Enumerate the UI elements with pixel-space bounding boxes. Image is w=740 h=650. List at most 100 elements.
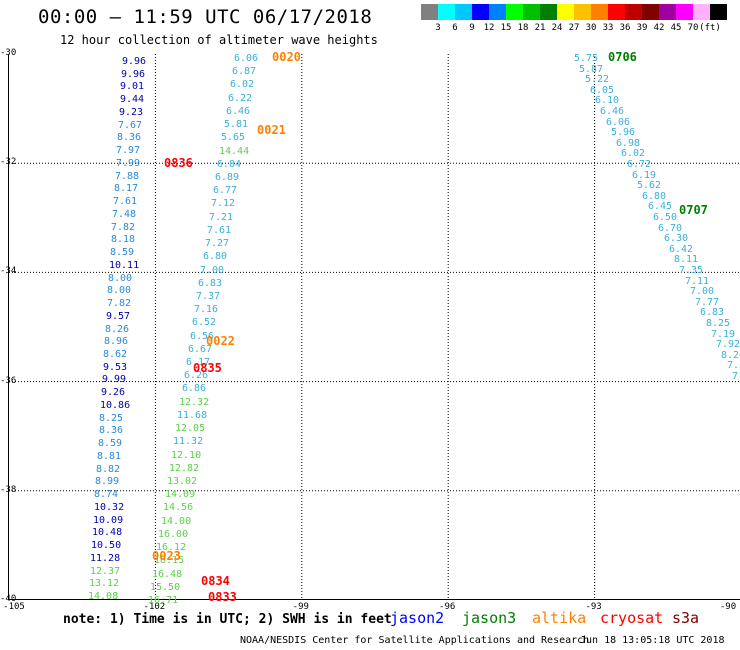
wave-height-value: 16.71 (148, 595, 179, 606)
color-scale-swatch (710, 4, 727, 20)
pass-time-label: 0833 (208, 590, 237, 604)
wave-height-value: 7.3 (732, 371, 740, 382)
wave-height-value: 6.83 (700, 307, 725, 318)
wave-height-value: 6.06 (606, 117, 631, 128)
wave-height-value: 9.57 (106, 311, 131, 322)
wave-height-value: 8.59 (110, 247, 135, 258)
wave-height-value: 14.56 (163, 502, 194, 513)
wave-height-value: 8.62 (103, 349, 128, 360)
color-scale-label: 33 (602, 23, 614, 33)
wave-height-value: 7.21 (209, 212, 234, 223)
wave-height-value: 9.26 (101, 387, 126, 398)
wave-height-value: 8.00 (107, 285, 132, 296)
wave-height-value: 7.11 (685, 276, 710, 287)
wave-height-value: 12.37 (90, 566, 121, 577)
color-scale-swatch (642, 4, 659, 20)
color-scale-swatch (523, 4, 540, 20)
color-scale-swatch (438, 4, 455, 20)
wave-height-value: 14.44 (219, 146, 250, 157)
wave-height-value: 9.44 (120, 94, 145, 105)
wave-height-value: 6.70 (658, 223, 683, 234)
wave-height-value: 7.19 (711, 329, 736, 340)
wave-height-value: 6.17 (186, 357, 211, 368)
wave-height-value: 7.00 (690, 286, 715, 297)
wave-height-value: 7.61 (113, 196, 138, 207)
wave-height-value: 5.65 (221, 132, 246, 143)
wave-height-value: 6.19 (632, 170, 657, 181)
color-scale-label: 70 (687, 23, 699, 33)
color-scale-swatch (625, 4, 642, 20)
wave-height-value: 6.72 (627, 159, 652, 170)
wave-height-value: 9.96 (121, 69, 146, 80)
wave-height-value: 10.86 (100, 400, 131, 411)
wave-height-value: 7.35 (679, 265, 704, 276)
grid-lines (9, 54, 740, 599)
wave-height-value: 12.05 (175, 423, 206, 434)
wave-height-value: 6.77 (213, 185, 238, 196)
wave-height-value: 10.50 (91, 540, 122, 551)
wave-height-value: 7.99 (116, 158, 141, 169)
latitude-tick-label: -32 (0, 157, 17, 168)
wave-height-value: 11.28 (90, 553, 121, 564)
wave-height-value: 8.99 (95, 476, 120, 487)
wave-height-value: 8.25 (99, 413, 124, 424)
color-scale-label: 45 (670, 23, 682, 33)
map-subtitle: 12 hour collection of altimeter wave hei… (60, 33, 378, 47)
wave-height-value: 6.83 (198, 278, 223, 289)
wave-height-value: 8.36 (99, 425, 124, 436)
color-scale-label: 21 (534, 23, 546, 33)
color-scale-swatch (557, 4, 574, 20)
wave-height-value: 5.96 (611, 127, 636, 138)
wave-height-value: 10.48 (92, 527, 123, 538)
wave-height-value: 8.11 (674, 254, 699, 265)
wave-height-value: 6.56 (190, 331, 215, 342)
color-scale-swatch (472, 4, 489, 20)
pass-time-label: 0835 (193, 361, 222, 375)
latitude-tick-label: -34 (0, 266, 17, 277)
wave-height-value: 6.52 (192, 317, 217, 328)
generated-timestamp: Jun 18 13:05:18 UTC 2018 (580, 635, 725, 646)
color-scale-label: 6 (452, 23, 458, 33)
wave-height-value: 16.00 (158, 529, 189, 540)
wave-height-value: 6.22 (228, 93, 253, 104)
wave-height-value: 8.24 (721, 350, 740, 361)
map-plot-area (8, 54, 740, 600)
color-scale-swatch (591, 4, 608, 20)
wave-height-value: 9.96 (122, 56, 147, 67)
wave-height-value: 7.88 (115, 171, 140, 182)
legend-item-altika: altika (532, 609, 587, 627)
color-scale-label: 24 (551, 23, 563, 33)
wave-height-value: 6.06 (234, 53, 259, 64)
latitude-tick-label: -40 (0, 594, 17, 604)
wave-height-value: 8.17 (114, 183, 139, 194)
wave-height-value: 7.16 (194, 304, 219, 315)
wave-height-value: 11.32 (173, 436, 204, 447)
pass-time-label: 0022 (206, 334, 235, 348)
wave-height-value: 15.50 (150, 582, 181, 593)
wave-height-value: 6.30 (664, 233, 689, 244)
wave-height-value: 8.74 (94, 489, 119, 500)
wave-height-value: 14.00 (161, 516, 192, 527)
color-scale-swatch (455, 4, 472, 20)
wave-height-value: 7.5 (727, 360, 740, 371)
pass-time-label: 0707 (679, 203, 708, 217)
pass-time-label: 0706 (608, 50, 637, 64)
latitude-tick-label: -38 (0, 484, 17, 495)
color-scale-label: 9 (469, 23, 475, 33)
wave-height-value: 7.77 (695, 297, 720, 308)
wave-height-value: 8.59 (98, 438, 123, 449)
wave-height-value: 7.00 (200, 265, 225, 276)
wave-height-value: 12.82 (169, 463, 200, 474)
wave-height-value: 6.02 (230, 79, 255, 90)
wave-height-value: 7.82 (111, 222, 136, 233)
wave-height-value: 7.97 (116, 145, 141, 156)
legend-item-cryosat: cryosat (600, 609, 664, 627)
wave-height-value: 9.99 (102, 374, 127, 385)
longitude-tick-label: -90 (719, 602, 737, 612)
pass-time-label: 0834 (201, 574, 230, 588)
wave-height-value: 8.00 (108, 273, 133, 284)
wave-height-value: 5.62 (637, 180, 662, 191)
wave-height-value: 6.80 (203, 251, 228, 262)
color-scale-swatch (506, 4, 523, 20)
